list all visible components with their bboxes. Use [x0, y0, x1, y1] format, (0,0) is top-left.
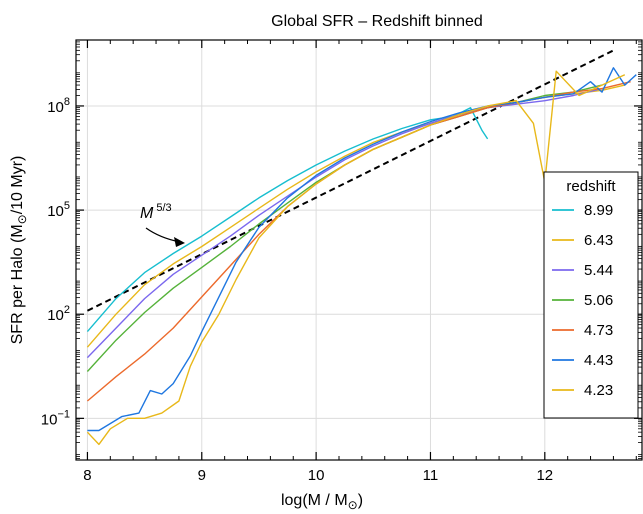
x-axis-label: log(M / M⊙): [281, 492, 363, 512]
x-tick-label: 11: [423, 467, 439, 484]
legend-label: 5.06: [584, 292, 613, 309]
reference-annotation: M 5/3: [140, 202, 185, 247]
legend-label: 6.43: [584, 232, 613, 249]
chart-title: Global SFR – Redshift binned: [271, 13, 483, 30]
x-axis-label-end: ): [358, 492, 363, 509]
x-tick-label: 12: [536, 467, 553, 484]
x-tick-label: 10: [308, 467, 325, 484]
y-tick-base: 10: [41, 411, 58, 428]
y-tick-exponent: 5: [64, 200, 70, 212]
series-group: [86, 67, 637, 446]
y-tick-exponent: 8: [64, 96, 70, 108]
reference-label-base: M: [140, 205, 154, 222]
y-tick-exponent: −1: [57, 408, 70, 420]
legend: redshift 8.99 6.43 5.44 5.06 4.73 4.43 4.23: [543, 171, 639, 419]
legend-items: 8.99 6.43 5.44 5.06 4.73 4.43 4.23: [552, 202, 613, 399]
y-axis-label: SFR per Halo (M⊙/10 Myr): [9, 156, 29, 345]
reference-line-group: [86, 49, 614, 312]
series-line-z5-06: [86, 84, 603, 372]
reference-label: M 5/3: [140, 202, 172, 222]
y-tick-base: 10: [47, 203, 64, 220]
legend-label: 5.44: [584, 262, 613, 279]
y-tick-base: 10: [47, 99, 64, 116]
x-tick-labels: 8 9 10 11 12: [83, 467, 553, 484]
y-tick-label: 10−1: [41, 408, 70, 428]
legend-label: 4.73: [584, 322, 613, 339]
y-tick-label: 108: [47, 96, 70, 116]
y-tick-base: 10: [47, 307, 64, 324]
x-axis-label-main: log(M / M: [281, 492, 348, 509]
x-tick-label: 8: [83, 467, 91, 484]
y-axis-label-sub: ⊙: [15, 214, 29, 224]
y-axis-label-main: SFR per Halo (M: [9, 224, 26, 344]
legend-box: [543, 171, 639, 419]
y-tick-label: 102: [47, 304, 70, 324]
y-tick-exponent: 2: [64, 304, 70, 316]
legend-label: 4.43: [584, 352, 613, 369]
axis-ticks: [76, 40, 642, 460]
x-tick-label: 9: [198, 467, 206, 484]
reference-line-m53: [86, 49, 614, 312]
reference-label-sup: 5/3: [156, 202, 171, 214]
series-line-z4-23: [86, 70, 626, 446]
legend-label: 4.23: [584, 382, 613, 399]
legend-title: redshift: [566, 178, 616, 195]
series-line-z5-44: [86, 87, 603, 359]
y-axis-label-end: /10 Myr): [9, 156, 26, 215]
legend-label: 8.99: [584, 202, 613, 219]
series-line-z4-43: [87, 67, 637, 432]
x-axis-label-sub: ⊙: [348, 498, 358, 512]
annotation-arrow-head: [174, 237, 185, 247]
y-tick-label: 105: [47, 200, 70, 220]
